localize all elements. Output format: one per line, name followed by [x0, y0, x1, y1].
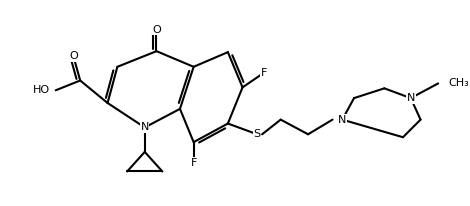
Text: N: N [338, 115, 346, 125]
Text: S: S [254, 129, 261, 139]
Text: O: O [69, 51, 78, 61]
Text: N: N [141, 122, 149, 132]
Text: HO: HO [33, 85, 50, 95]
Text: F: F [190, 158, 197, 168]
Text: CH₃: CH₃ [448, 78, 469, 88]
Text: F: F [261, 68, 267, 78]
Text: O: O [152, 25, 161, 35]
Text: N: N [407, 93, 415, 103]
